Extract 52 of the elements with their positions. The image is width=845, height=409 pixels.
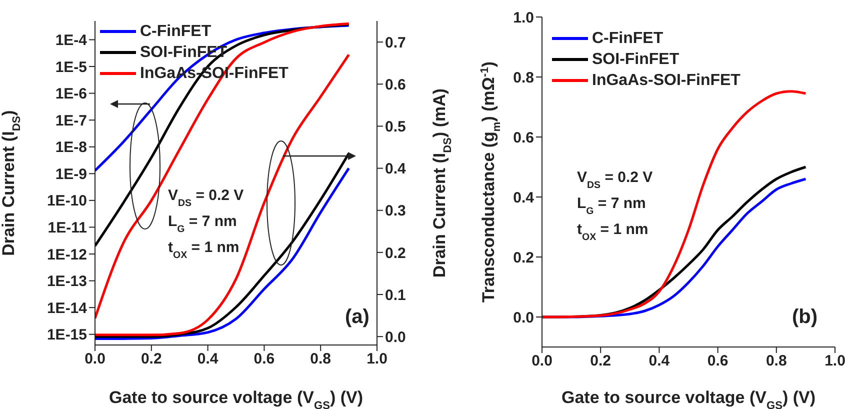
legend-label: InGaAs-SOI-FinFET — [592, 71, 740, 91]
annotation: V$_{DS}$ = 0.2 V — [577, 169, 653, 190]
legend-label: C-FinFET — [592, 29, 664, 49]
y2-tick-label: 0.2 — [385, 244, 406, 262]
x-tick-label: 1.0 — [366, 350, 388, 368]
y2-tick-label: 0.7 — [385, 34, 406, 52]
y-tick-label: 1E-9 — [55, 166, 87, 183]
y-tick-label: 1E-15 — [46, 326, 87, 344]
y-tick-label: 1E-7 — [55, 112, 87, 130]
x-tick-label: 0.6 — [254, 350, 275, 368]
annotation: L$_{G}$ = 7 nm — [577, 195, 646, 216]
x-axis-title: Gate to source voltage (V$_{GS}$) (V) — [108, 388, 364, 409]
y2-tick-label: 0.6 — [385, 76, 406, 94]
y-tick-label: 0.2 — [513, 249, 534, 266]
y-tick-label: 1E-8 — [55, 139, 87, 156]
annotation: (a) — [345, 306, 370, 328]
x-tick-label: 0.8 — [310, 350, 332, 368]
y2-tick-label: 0.4 — [385, 160, 407, 178]
y-tick-label: 1E-5 — [55, 58, 87, 76]
x-tick-label: 0.2 — [590, 352, 612, 370]
annotation: (b) — [792, 306, 818, 328]
x-tick-label: 0.2 — [140, 350, 162, 368]
y-tick-label: 1E-12 — [46, 246, 87, 264]
y2-tick-label: 0.3 — [385, 202, 406, 220]
legend-label: SOI-FinFET — [592, 50, 680, 70]
x-tick-label: 1.0 — [824, 352, 845, 370]
y2-tick-label: 0.0 — [385, 328, 406, 346]
y-tick-label: 1E-14 — [46, 300, 88, 317]
y-tick-label: 0.4 — [513, 189, 535, 206]
y-tick-label: 0.6 — [513, 129, 534, 146]
x-tick-label: 0.4 — [197, 350, 219, 368]
y-tick-label: 0.8 — [513, 69, 534, 86]
y2-tick-label: 0.1 — [385, 286, 406, 304]
x-tick-label: 0.0 — [84, 350, 106, 368]
y-tick-label: 1E-10 — [46, 192, 87, 210]
y-tick-label: 1E-11 — [48, 220, 87, 237]
x-tick-label: 0.8 — [766, 352, 787, 370]
y-tick-label: 0.0 — [513, 309, 534, 326]
y-tick-label: 1E-4 — [55, 32, 88, 50]
x-tick-label: 0.6 — [707, 352, 728, 370]
legend-label: C-FinFET — [140, 22, 212, 42]
y-tick-label: 1E-13 — [46, 273, 87, 290]
y-tick-label: 1E-6 — [55, 86, 87, 103]
x-tick-label: 0.4 — [648, 352, 670, 370]
x-axis-title: Gate to source voltage (V$_{GS}$) (V) — [561, 388, 816, 409]
annotation: t$_{OX}$ = 1 nm — [577, 221, 648, 242]
x-tick-label: 0.0 — [532, 352, 552, 370]
y-tick-label: 1.0 — [513, 9, 534, 26]
y2-tick-label: 0.5 — [385, 118, 406, 136]
annotation: L$_{G}$ = 7 nm — [168, 213, 237, 234]
annotation: V$_{DS}$ = 0.2 V — [168, 187, 244, 208]
annotation: t$_{OX}$ = 1 nm — [168, 239, 240, 260]
